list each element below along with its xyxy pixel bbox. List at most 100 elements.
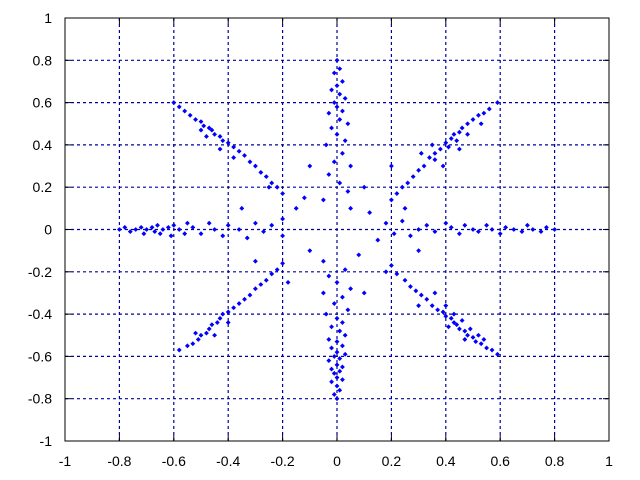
scatter-point [326,110,332,116]
scatter-point [511,227,517,232]
scatter-point [220,233,226,239]
scatter-point [337,91,343,97]
scatter-point [432,157,438,163]
x-tick-label: -0.8 [107,453,131,469]
scatter-point [331,159,337,165]
scatter-point [171,222,177,228]
scatter-point [133,227,139,232]
scatter-point [337,368,343,374]
scatter-point [427,155,432,161]
scatter-point [432,150,438,156]
scatter-point [334,375,340,380]
scatter-point [323,142,329,148]
scatter-point [326,273,332,279]
scatter-point [157,231,163,237]
scatter-point [416,167,422,173]
scatter-point [141,231,147,237]
scatter-point [334,83,340,89]
scatter-point [340,79,345,84]
scatter-point [334,349,340,355]
scatter-point [184,220,190,226]
scatter-point [429,303,435,309]
scatter-point [454,322,460,328]
scatter-point [307,163,313,169]
scatter-point [391,231,397,237]
scatter-point [459,318,465,323]
scatter-point [456,129,462,135]
scatter-point [476,332,481,338]
scatter-point [388,163,394,169]
scatter-point [252,220,258,226]
scatter-point [408,233,413,239]
scatter-points [116,57,558,402]
scatter-point [214,320,220,325]
scatter-point [495,351,500,357]
scatter-point [329,345,334,351]
x-tick-label: 0.2 [382,453,402,469]
scatter-point [440,309,446,315]
scatter-point [451,320,457,325]
scatter-point [206,326,212,332]
scatter-point [176,347,182,353]
scatter-point [334,362,340,368]
scatter-point [165,224,171,230]
scatter-point [530,227,536,232]
scatter-point [446,144,451,150]
scatter-point [394,191,400,196]
scatter-point [242,153,247,158]
scatter-point [212,332,218,338]
y-axis-ticks: -1 -0.8 -0.6 -0.4 -0.2 0 0.2 0.4 0.6 0.8 1 [28,10,609,449]
scatter-point [476,112,481,118]
scatter-point [467,326,473,332]
scatter-point [329,366,334,372]
scatter-point [348,205,354,211]
scatter-point [345,189,351,194]
y-tick-label: 1 [44,10,52,26]
scatter-point [361,184,367,190]
scatter-point [402,205,408,211]
scatter-point [206,125,212,131]
scatter-point [252,163,258,169]
scatter-point [456,146,462,152]
scatter-point [204,330,209,336]
x-axis-ticks: -1 -0.8 -0.6 -0.4 -0.2 0 0.2 0.4 0.6 0.8 1 [59,18,613,469]
scatter-point [478,341,484,347]
scatter-point [465,121,470,127]
scatter-point [340,294,345,300]
scatter-point [348,163,354,169]
scatter-point [269,271,275,277]
scatter-point [252,258,258,264]
scatter-point [437,146,443,152]
x-tick-label: 1 [605,453,613,469]
scatter-point [193,330,198,336]
scatter-point [440,163,446,169]
scatter-point [443,313,449,319]
y-tick-label: 0.6 [33,95,53,111]
scatter-point [116,227,122,232]
scatter-point [206,220,212,226]
scatter-point [451,131,457,137]
scatter-point [198,332,204,338]
scatter-point [217,146,223,152]
scatter-point [432,290,438,296]
scatter-point [476,229,481,235]
scatter-point [168,233,174,239]
scatter-point [195,337,201,342]
scatter-point [209,322,215,328]
scatter-point [408,284,413,290]
scatter-point [239,205,245,211]
scatter-point [484,345,490,351]
x-tick-label: -1 [59,453,72,469]
scatter-point [329,125,334,131]
scatter-point [454,138,460,144]
scatter-point [258,282,264,287]
scatter-point [225,309,231,315]
scatter-point [388,197,394,203]
scatter-point [465,131,470,137]
scatter-point [356,252,362,258]
scatter-point [337,180,343,186]
x-tick-label: 0.6 [490,453,510,469]
scatter-point [484,222,490,228]
y-tick-label: -0.4 [28,306,52,322]
scatter-point [204,134,209,139]
